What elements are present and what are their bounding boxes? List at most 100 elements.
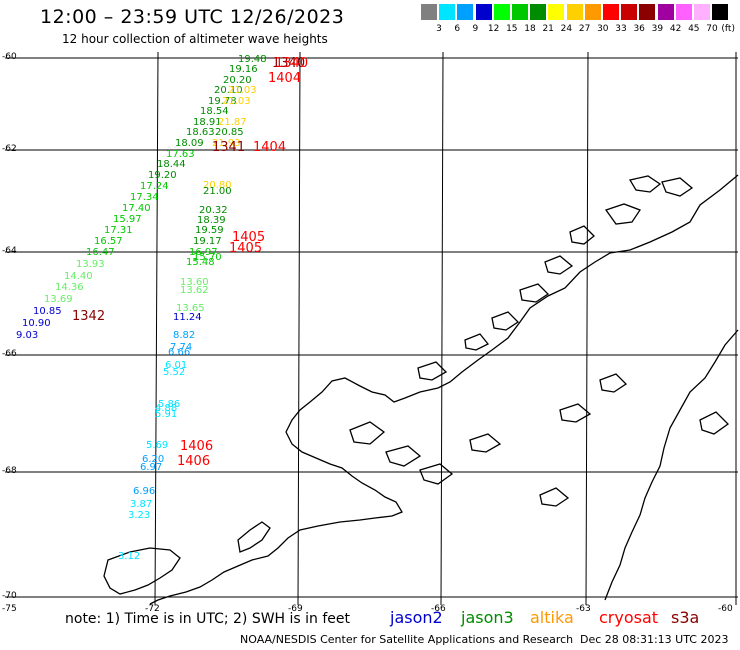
scale-swatch: [712, 4, 729, 20]
lat-label: -66: [2, 349, 17, 359]
island-14: [559, 403, 592, 423]
lat-label: -68: [2, 466, 17, 476]
wave-height-value: 21.00: [203, 186, 232, 197]
scale-label: 45: [688, 24, 700, 34]
wave-height-value: 10.90: [22, 318, 51, 329]
legend-jason3: jason3: [461, 608, 514, 627]
wave-height-value: 6.96: [133, 486, 155, 497]
scale-label: 21: [542, 24, 554, 34]
wave-height-value: 13.69: [44, 294, 73, 305]
wave-height-value: 18.39: [197, 215, 226, 226]
lat-label: -64: [2, 246, 17, 256]
scale-label: 24: [560, 24, 573, 34]
scale-swatch: [675, 4, 692, 20]
scale-label: 42: [669, 24, 682, 34]
wave-height-value: 14.36: [55, 282, 84, 293]
island-1: [628, 175, 662, 193]
adelaide-island: [237, 521, 271, 553]
wave-height-value: 13.62: [180, 285, 209, 296]
page-subtitle: 12 hour collection of altimeter wave hei…: [62, 32, 328, 46]
scale-label: 27: [578, 24, 591, 34]
wave-height-value: 18.44: [157, 159, 186, 170]
lon-label: -75: [2, 604, 17, 614]
scale-label: 9: [472, 24, 479, 34]
island-9: [417, 361, 448, 381]
alexander-island: [103, 547, 181, 595]
lat-label: -62: [2, 144, 17, 154]
wave-height-value: 18.91: [193, 117, 222, 128]
scale-label: 33: [615, 24, 627, 34]
wave-height-value: 21.03: [228, 85, 257, 96]
wave-height-value: 3.23: [128, 510, 150, 521]
wave-height-value: 5.52: [163, 367, 185, 378]
island-15: [469, 433, 502, 453]
wave-height-value: 15.48: [186, 257, 215, 268]
wave-height-value: 13.60: [180, 277, 209, 288]
wave-height-value: 19.78: [208, 96, 237, 107]
island-3: [604, 203, 641, 225]
wave-height-value: 7.74: [170, 342, 192, 353]
lon-label: -69: [288, 604, 303, 614]
lon-label: -72: [145, 604, 160, 614]
pass-time-label: 1341: [212, 140, 245, 155]
scale-label: 6: [454, 24, 461, 34]
wave-height-value: 20.80: [203, 180, 232, 191]
scale-swatch: [493, 4, 510, 20]
scale-label: 39: [651, 24, 664, 34]
wave-height-value: 11.24: [173, 312, 202, 323]
island-10: [349, 421, 386, 445]
wave-height-value: 17.34: [130, 192, 159, 203]
coastline: [103, 174, 739, 605]
wave-height-value: 16.57: [94, 236, 123, 247]
scale-swatch: [421, 4, 437, 20]
pass-time-label: 1342: [72, 309, 105, 324]
peninsula-east-coast: [604, 329, 739, 601]
island-2: [661, 177, 694, 197]
scale-label: 18: [524, 24, 536, 34]
wave-height-value: 6.20: [142, 454, 164, 465]
altimeter-tracks: 19.4819.1620.2020.1019.7818.5418.9118.63…: [16, 54, 267, 562]
scale-swatch: [603, 4, 619, 20]
scale-unit: (ft): [721, 24, 735, 34]
wave-height-value: 13.93: [76, 259, 105, 270]
scale-label: 15: [506, 24, 518, 34]
island-4: [569, 225, 595, 245]
wave-height-value: 20.85: [215, 127, 244, 138]
lon-label: -66: [431, 604, 446, 614]
pass-time-label: 1406: [177, 454, 210, 469]
wave-height-value: 15.70: [193, 252, 222, 263]
island-17: [699, 411, 730, 435]
island-12: [419, 463, 454, 485]
scale-swatch: [475, 4, 492, 20]
scale-swatch: [548, 4, 565, 20]
wave-height-value: 10.85: [33, 306, 62, 317]
wave-height-value: 20.20: [223, 75, 252, 86]
island-16: [539, 487, 570, 507]
legend-s3a: s3a: [671, 608, 700, 627]
wave-height-value: 19.17: [193, 236, 222, 247]
wave-height-value: 16.97: [189, 247, 218, 258]
legend-altika: altika: [530, 608, 574, 627]
wave-height-value: 21.03: [222, 96, 251, 107]
lat-label: -60: [2, 52, 17, 62]
scale-swatch: [439, 4, 456, 20]
wave-height-value: 17.63: [166, 149, 195, 160]
pass-time-label: 1405: [229, 241, 262, 256]
wave-height-value: 18.63: [186, 127, 215, 138]
scale-swatch: [639, 4, 656, 20]
scale-label: 30: [597, 24, 609, 34]
wave-height-value: 8.82: [173, 330, 195, 341]
wave-height-value: 18.09: [175, 138, 204, 149]
pass-time-label: 1406: [180, 439, 213, 454]
pass-time-label: 1405: [232, 230, 265, 245]
wave-height-value: 20.32: [199, 205, 228, 216]
wave-height-value: 5.69: [146, 440, 168, 451]
scale-swatch: [566, 4, 583, 20]
legend-cryosat: cryosat: [599, 608, 659, 627]
wave-height-value: 6.01: [165, 360, 187, 371]
generated-timestamp: Dec 28 08:31:13 UTC 2023: [580, 633, 729, 646]
legend-jason2: jason2: [390, 608, 443, 627]
island-6: [519, 283, 550, 303]
